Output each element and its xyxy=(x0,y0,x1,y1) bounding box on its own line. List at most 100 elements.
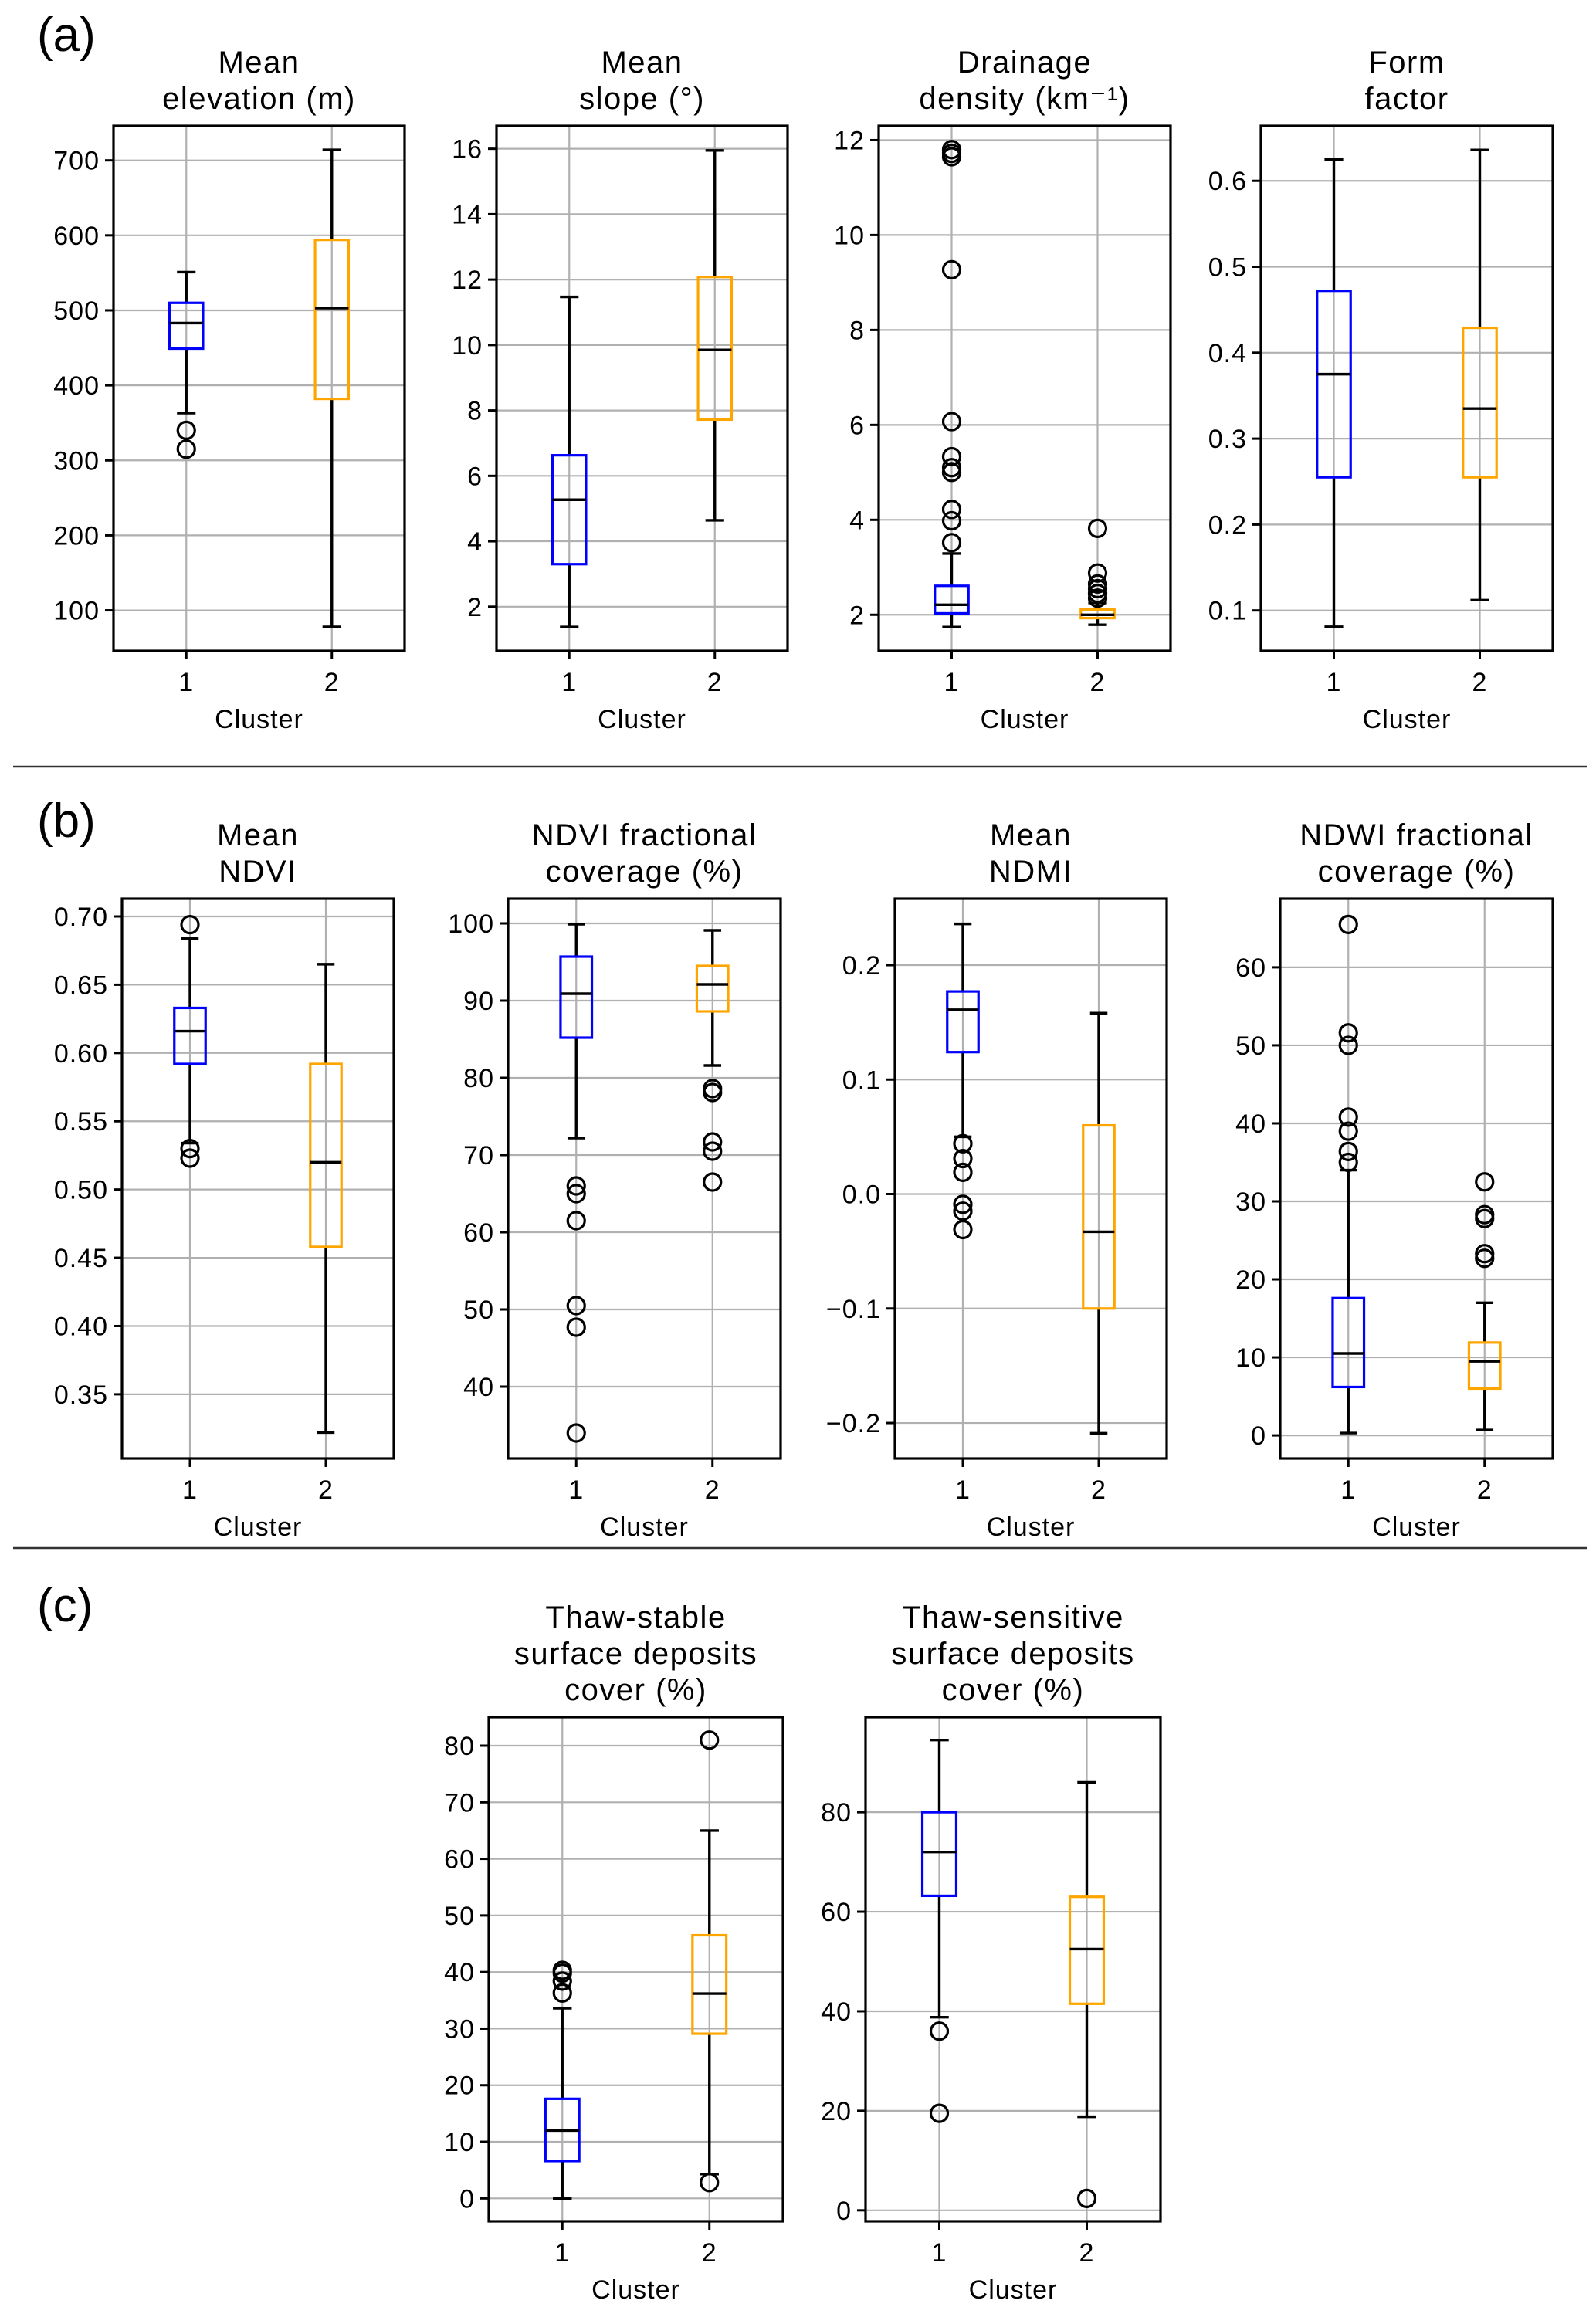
x-axis-label: Cluster xyxy=(987,1513,1076,1542)
y-tick-label: 6 xyxy=(849,411,865,440)
x-axis-label: Cluster xyxy=(969,2275,1058,2305)
iqr-box xyxy=(173,1006,207,1065)
outlier-point xyxy=(180,1148,200,1168)
axes-frame xyxy=(487,1716,784,2223)
y-tick-label: 400 xyxy=(53,371,100,401)
iqr-box xyxy=(695,964,730,1013)
y-tick-label: 30 xyxy=(444,2014,475,2044)
x-tick-label: 2 xyxy=(1477,1475,1493,1505)
y-tick-label: 8 xyxy=(467,397,483,426)
x-tick-label: 2 xyxy=(1091,1475,1106,1505)
y-tick-label: 300 xyxy=(53,446,100,476)
y-tick-label: 40 xyxy=(1235,1109,1266,1139)
iqr-box xyxy=(168,301,205,351)
box-cluster-1 xyxy=(1331,914,1366,1435)
y-tick-label: 40 xyxy=(444,1958,475,1987)
y-tick-label: 0.40 xyxy=(54,1312,108,1341)
iqr-box xyxy=(1462,326,1498,479)
y-tick-label: 600 xyxy=(53,222,100,251)
chart-title-line: NDWI fractional xyxy=(1300,818,1533,852)
box-cluster-2 xyxy=(1462,148,1498,602)
y-tick-label: 40 xyxy=(463,1373,494,1402)
outlier-point xyxy=(953,1219,973,1240)
y-tick-label: 0.6 xyxy=(1208,167,1247,196)
outlier-point xyxy=(566,1176,586,1196)
y-tick-label: 700 xyxy=(53,147,100,176)
chart-title-line: coverage (%) xyxy=(1318,855,1516,889)
y-tick-label: 4 xyxy=(467,527,483,557)
y-tick-label: 50 xyxy=(444,1902,475,1931)
y-tick-label: 10 xyxy=(452,331,483,361)
y-tick-label: 90 xyxy=(463,987,494,1016)
outlier-point xyxy=(1338,1152,1358,1173)
iqr-box xyxy=(313,239,351,401)
axes-frame xyxy=(877,124,1172,652)
y-tick-label: 14 xyxy=(452,200,483,229)
y-tick-label: 0.50 xyxy=(54,1176,108,1205)
y-tick-label: 80 xyxy=(463,1064,494,1093)
axes-frame xyxy=(864,1716,1162,2223)
x-tick-label: 1 xyxy=(182,1475,198,1505)
chart-title-line: Form xyxy=(1368,46,1445,80)
outlier-point xyxy=(941,446,962,467)
y-tick-label: −0.2 xyxy=(826,1409,881,1438)
chart-title-line: Drainage xyxy=(957,46,1092,80)
outlier-point xyxy=(941,500,962,520)
outlier-point xyxy=(1087,563,1108,583)
outlier-point xyxy=(703,1082,723,1103)
y-tick-label: 80 xyxy=(821,1798,852,1828)
x-tick-label: 1 xyxy=(561,668,577,697)
axes-frame xyxy=(112,124,406,652)
chart-title-line: density (km⁻¹) xyxy=(919,82,1130,116)
axes-frame xyxy=(495,124,789,652)
outlier-point xyxy=(941,412,962,432)
x-tick-label: 2 xyxy=(318,1475,334,1505)
chart-title-line: elevation (m) xyxy=(162,82,356,116)
x-tick-label: 2 xyxy=(1079,2238,1095,2268)
y-tick-label: 0.5 xyxy=(1208,253,1247,283)
outlier-point xyxy=(941,458,962,478)
outlier-point xyxy=(703,1141,723,1161)
chart-title-line: Thaw-stable xyxy=(545,1601,726,1635)
outlier-point xyxy=(1076,2188,1097,2208)
y-tick-label: 40 xyxy=(821,1997,852,2027)
outlier-point xyxy=(929,2021,950,2041)
box-cluster-2 xyxy=(309,963,343,1435)
y-tick-label: 0.55 xyxy=(54,1107,108,1137)
outlier-point xyxy=(566,1423,586,1443)
y-tick-label: 0.2 xyxy=(1208,510,1247,540)
x-axis-label: Cluster xyxy=(215,705,303,734)
x-axis-label: Cluster xyxy=(1363,705,1452,734)
y-tick-label: 2 xyxy=(849,601,865,630)
chart-title-line: surface deposits xyxy=(891,1637,1134,1671)
box-cluster-2 xyxy=(695,929,730,1192)
outlier-point xyxy=(566,1317,586,1337)
outlier-point xyxy=(700,2173,720,2193)
outlier-point xyxy=(953,1162,973,1182)
y-tick-label: 30 xyxy=(1235,1187,1266,1217)
y-tick-label: 50 xyxy=(1235,1032,1266,1061)
panel-label-c: (c) xyxy=(37,1579,93,1632)
box-cluster-2 xyxy=(1082,1011,1116,1435)
chart-title-line: surface deposits xyxy=(514,1637,757,1671)
chart-title-line: NDVI fractional xyxy=(532,818,757,852)
box-cluster-2 xyxy=(1079,518,1116,626)
y-tick-label: 0.1 xyxy=(842,1065,881,1095)
x-tick-label: 2 xyxy=(702,2238,717,2268)
axes-frame xyxy=(507,897,782,1460)
outlier-point xyxy=(703,1132,723,1152)
y-tick-label: 200 xyxy=(53,521,100,550)
outlier-point xyxy=(1087,578,1108,599)
outlier-point xyxy=(941,510,962,531)
iqr-box xyxy=(946,990,980,1054)
y-tick-label: 12 xyxy=(452,266,483,295)
x-axis-label: Cluster xyxy=(600,1513,689,1542)
box-cluster-1 xyxy=(544,1960,581,2200)
chart-title-line: NDMI xyxy=(989,855,1072,889)
